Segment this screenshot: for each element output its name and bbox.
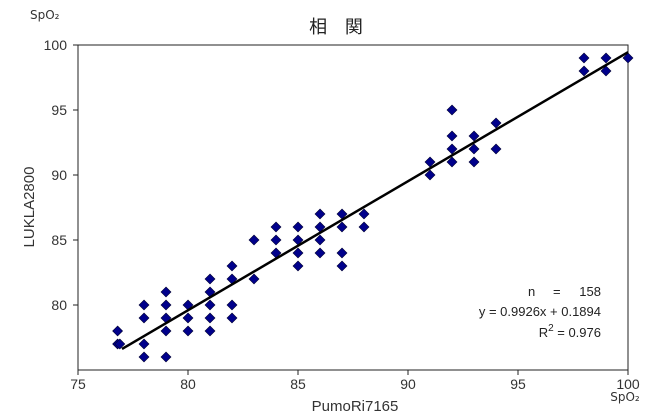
r-squared-base: R [539,325,548,340]
data-point-marker [204,299,216,311]
data-point-marker [204,273,216,285]
plot-border [77,44,629,371]
n-equals: = [553,284,561,299]
n-value: 158 [579,284,601,299]
data-point-marker [138,338,150,350]
y-tick-label: 95 [51,102,67,118]
y-tick-label: 90 [51,167,67,183]
data-point-marker [270,221,282,233]
data-point-marker [226,299,238,311]
data-point-marker [314,247,326,259]
y-axis-unit: SpO₂ [30,8,60,22]
r-squared-exponent: 2 [548,323,554,334]
regression-equation: y = 0.9926x + 0.1894 [479,304,601,319]
data-point-marker [358,221,370,233]
data-point-marker [424,169,436,181]
data-point-marker [600,65,612,77]
data-point-marker [112,325,124,337]
data-point-marker [160,325,172,337]
data-point-marker [204,325,216,337]
y-axis-label: LUKLA2800 [21,167,38,248]
data-point-marker [600,52,612,64]
x-tick-label: 90 [400,376,416,392]
data-point-marker [578,52,590,64]
data-point-marker [160,351,172,363]
data-point-marker [226,312,238,324]
data-point-marker [182,312,194,324]
data-point-marker [270,234,282,246]
data-point-marker [336,260,348,272]
y-tick-label: 80 [51,297,67,313]
data-point-marker [204,312,216,324]
data-point-marker [446,130,458,142]
data-point-marker [138,299,150,311]
data-point-marker [248,273,260,285]
data-point-marker [292,221,304,233]
x-tick-label: 100 [616,376,640,392]
r-squared: R2 = 0.976 [539,323,601,340]
data-point-marker [358,208,370,220]
r-squared-value: = 0.976 [554,325,601,340]
x-axis-label: PumoRi7165 [312,398,399,414]
data-point-marker [468,143,480,155]
n-label: n [528,284,535,299]
y-tick-label: 100 [44,37,68,53]
data-point-marker [138,351,150,363]
statistics-annotation: n = 158 y = 0.9926x + 0.1894 R2 = 0.976 [479,284,601,340]
data-point-marker [138,312,150,324]
data-point-marker [468,156,480,168]
data-point-marker [292,247,304,259]
data-point-marker [490,117,502,129]
data-point-marker [114,338,126,350]
data-point-marker [336,221,348,233]
data-point-marker [622,52,634,64]
data-point-marker [446,156,458,168]
data-point-marker [160,299,172,311]
x-tick-label: 95 [510,376,526,392]
data-points [112,52,634,363]
regression-line-group [121,51,629,351]
y-tick-label: 85 [51,232,67,248]
x-tick-label: 80 [180,376,196,392]
data-point-marker [182,325,194,337]
data-point-marker [490,143,502,155]
regression-line [121,51,629,351]
data-point-marker [314,208,326,220]
data-point-marker [314,234,326,246]
x-tick-label: 85 [290,376,306,392]
data-point-marker [578,65,590,77]
data-point-marker [446,104,458,116]
chart-title: 相 関 [309,17,369,38]
data-point-marker [468,130,480,142]
data-point-marker [160,286,172,298]
data-point-marker [248,234,260,246]
data-point-marker [226,260,238,272]
data-point-marker [336,247,348,259]
axis-ticks: 75 80 85 90 95 100 80 85 90 95 100 [44,37,640,392]
x-axis-unit: SpO₂ [610,390,640,404]
plot-area [77,44,629,371]
data-point-marker [292,260,304,272]
x-tick-label: 75 [70,376,86,392]
